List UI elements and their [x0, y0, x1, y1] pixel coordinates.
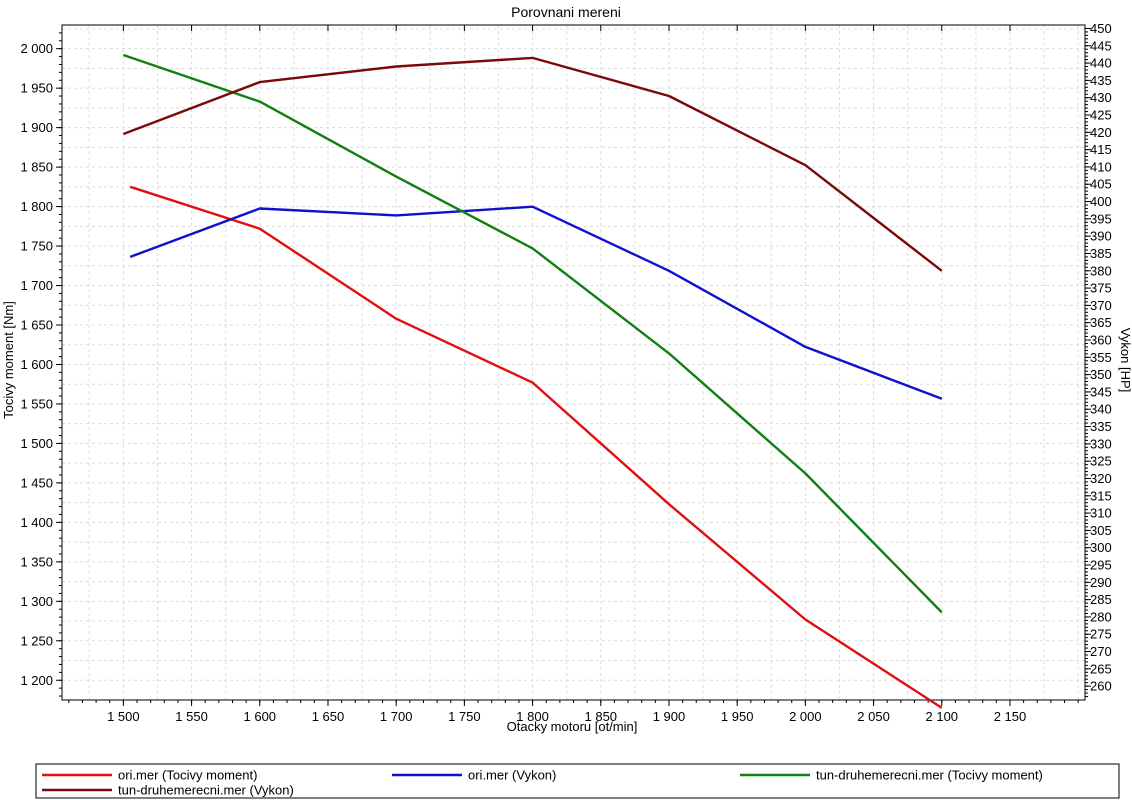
y-tick-label: 1 250: [20, 633, 53, 648]
legend-label-2: tun-druhemerecni.mer (Tocivy moment): [816, 768, 1043, 783]
y-axis-title: Tocivy moment [Nm]: [1, 301, 16, 419]
x-tick-label: 2 100: [926, 709, 959, 724]
series-line-3: [122, 56, 943, 272]
legend-label-1: ori.mer (Vykon): [468, 768, 556, 783]
series-line-1: [129, 205, 943, 400]
y2-tick-label: 370: [1090, 298, 1112, 313]
y-tick-label: 1 750: [20, 239, 53, 254]
y-tick-label: 2 000: [20, 41, 53, 56]
y-tick-label: 1 600: [20, 357, 53, 372]
y2-tick-label: 295: [1090, 558, 1112, 573]
x-tick-label: 1 750: [448, 709, 481, 724]
x-tick-label: 1 900: [653, 709, 686, 724]
y2-tick-label: 275: [1090, 627, 1112, 642]
y2-tick-label: 305: [1090, 523, 1112, 538]
y2-tick-label: 415: [1090, 142, 1112, 157]
y2-tick-label: 355: [1090, 350, 1112, 365]
y-tick-label: 1 450: [20, 475, 53, 490]
y-tick-label: 1 650: [20, 318, 53, 333]
x-tick-label: 1 800: [516, 709, 549, 724]
series-line-0: [129, 185, 943, 709]
y2-tick-label: 435: [1090, 73, 1112, 88]
y2-tick-label: 420: [1090, 125, 1112, 140]
y2-tick-label: 350: [1090, 367, 1112, 382]
y-axis-left: 1 200 1 250 1 300 1 350 1 400 1 450 1 500 1 550…: [20, 32, 62, 697]
y2-tick-label: 270: [1090, 644, 1112, 659]
grid: [62, 25, 1085, 700]
x-axis-title: Otacky motoru [ot/min]: [507, 719, 638, 734]
x-axis: 1 500 1 550 1 600 1 650 1 700 1 750 1 800 1 850…: [68, 25, 1079, 724]
legend-label-0: ori.mer (Tocivy moment): [118, 768, 257, 783]
y2-tick-label: 320: [1090, 471, 1112, 486]
y-tick-label: 1 850: [20, 160, 53, 175]
x-tick-label: 2 000: [789, 709, 822, 724]
x-tick-label: 1 700: [380, 709, 413, 724]
legend: [35, 763, 1120, 799]
series-line-2: [123, 53, 943, 614]
y2-tick-label: 395: [1090, 211, 1112, 226]
y-tick-label: 1 200: [20, 673, 53, 688]
y2-tick-label: 330: [1090, 436, 1112, 451]
y2-tick-label: 285: [1090, 592, 1112, 607]
y2-tick-label: 450: [1090, 21, 1112, 36]
y-tick-label: 1 700: [20, 278, 53, 293]
y2-tick-label: 290: [1090, 575, 1112, 590]
y2-tick-label: 410: [1090, 159, 1112, 174]
y-tick-label: 1 300: [20, 594, 53, 609]
y-axis-right: 260 265 270 275 280 285 290 295 300 305 310 315 320 3…: [1085, 21, 1112, 698]
y2-tick-label: 265: [1090, 661, 1112, 676]
y-tick-label: 1 500: [20, 436, 53, 451]
x-tick-label: 2 050: [857, 709, 890, 724]
y2-tick-label: 325: [1090, 454, 1112, 469]
x-tick-label: 1 650: [312, 709, 345, 724]
y-tick-label: 1 800: [20, 199, 53, 214]
x-tick-label: 2 150: [994, 709, 1027, 724]
y-tick-label: 1 400: [20, 515, 53, 530]
y2-tick-label: 315: [1090, 488, 1112, 503]
y-tick-label: 1 900: [20, 120, 53, 135]
y2-tick-label: 365: [1090, 315, 1112, 330]
y2-tick-label: 440: [1090, 56, 1112, 71]
y2-tick-label: 390: [1090, 229, 1112, 244]
y2-tick-label: 445: [1090, 38, 1112, 53]
y2-tick-label: 280: [1090, 609, 1112, 624]
y2-tick-label: 260: [1090, 679, 1112, 694]
y2-tick-label: 375: [1090, 281, 1112, 296]
y2-tick-label: 360: [1090, 333, 1112, 348]
legend-label-3: tun-druhemerecni.mer (Vykon): [118, 783, 294, 798]
y2-tick-label: 405: [1090, 177, 1112, 192]
y2-tick-label: 425: [1090, 108, 1112, 123]
plot-frame: [61, 24, 1086, 701]
series-lines: [122, 53, 943, 709]
y2-tick-label: 430: [1090, 90, 1112, 105]
y-tick-label: 1 950: [20, 81, 53, 96]
x-tick-label: 1 550: [175, 709, 208, 724]
y2-tick-label: 340: [1090, 402, 1112, 417]
y2-tick-label: 380: [1090, 263, 1112, 278]
y2-tick-label: 385: [1090, 246, 1112, 261]
y-tick-label: 1 550: [20, 396, 53, 411]
legend-items: ori.mer (Tocivy moment) ori.mer (Vykon) tu…: [42, 768, 1043, 798]
chart-title: Porovnani mereni: [511, 4, 621, 20]
y2-tick-label: 400: [1090, 194, 1112, 209]
x-tick-label: 1 950: [721, 709, 754, 724]
y2-tick-label: 300: [1090, 540, 1112, 555]
x-tick-label: 1 850: [585, 709, 618, 724]
y2-tick-label: 310: [1090, 506, 1112, 521]
x-tick-label: 1 500: [107, 709, 140, 724]
y2-tick-label: 345: [1090, 384, 1112, 399]
x-tick-label: 1 600: [244, 709, 277, 724]
y2-axis-title: Vykon [HP]: [1118, 328, 1132, 393]
y-tick-label: 1 350: [20, 554, 53, 569]
y2-tick-label: 335: [1090, 419, 1112, 434]
